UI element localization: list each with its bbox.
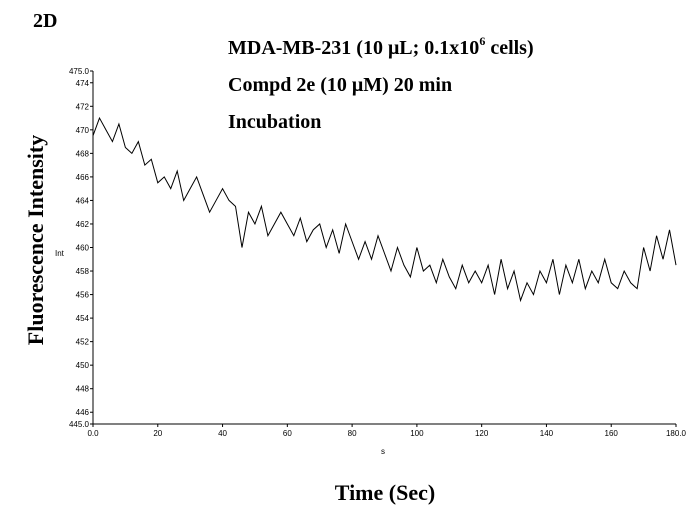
- y-tick-label: 445.0: [69, 420, 90, 429]
- x-tick-label: 20: [153, 429, 162, 438]
- y-tick-label: 472: [76, 102, 90, 111]
- y-tick-label: 468: [76, 149, 90, 158]
- title: Compd 2e (10 μM) 20 min: [228, 74, 452, 96]
- x-tick-label: 60: [283, 429, 292, 438]
- x-tick-label: 160: [605, 429, 619, 438]
- x-tick-label: 140: [540, 429, 554, 438]
- title: MDA-MB-231 (10 μL; 0.1x106 cells): [228, 34, 534, 59]
- x-tick-label: 40: [218, 429, 227, 438]
- y-tick-label: 462: [76, 220, 90, 229]
- y-tick-label: 475.0: [69, 67, 90, 76]
- y-tick-label: 470: [76, 126, 90, 135]
- y-tick-label: 450: [76, 361, 90, 370]
- x-axis-inner-label: s: [381, 447, 385, 456]
- title-part: MDA-MB-231 (10 μL; 0.1x10: [228, 37, 479, 59]
- y-tick-label: 456: [76, 291, 90, 300]
- y-tick-label: 460: [76, 244, 90, 253]
- title-superscript: 6: [479, 34, 485, 48]
- y-tick-label: 466: [76, 173, 90, 182]
- title: Incubation: [228, 111, 321, 133]
- y-tick-label: 446: [76, 408, 90, 417]
- title-part: cells): [485, 37, 533, 59]
- y-tick-label: 448: [76, 385, 90, 394]
- y-tick-label: 452: [76, 338, 90, 347]
- y-tick-label: 474: [76, 79, 90, 88]
- panel-label: 2D: [33, 10, 57, 32]
- x-tick-label: 100: [410, 429, 424, 438]
- x-tick-label: 180.0: [666, 429, 686, 438]
- x-tick-label: 0.0: [87, 429, 99, 438]
- data-line: [92, 116, 677, 303]
- x-tick-label: 120: [475, 429, 489, 438]
- x-axis-label: Time (Sec): [335, 480, 435, 505]
- y-axis-inner-label: Int: [55, 249, 65, 258]
- y-tick-label: 458: [76, 267, 90, 276]
- y-tick-label: 454: [76, 314, 90, 323]
- y-axis-label: Fluorescence Intensity: [23, 135, 48, 345]
- y-tick-label: 464: [76, 196, 90, 205]
- x-tick-label: 80: [348, 429, 357, 438]
